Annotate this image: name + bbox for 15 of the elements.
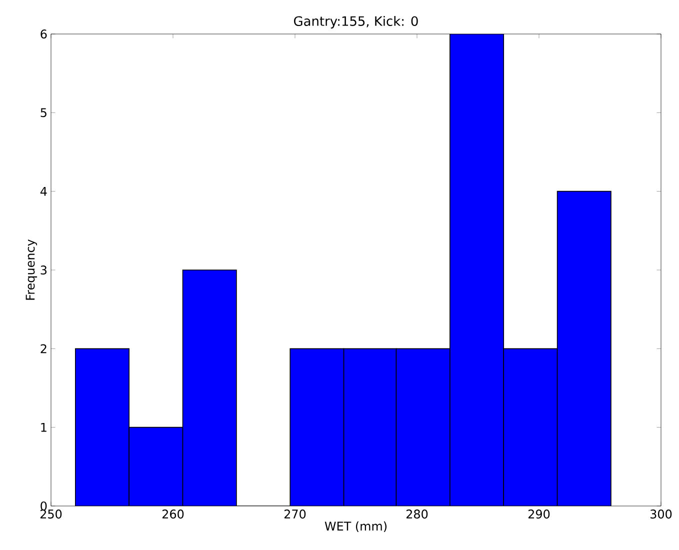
y-tick-label: 1 xyxy=(41,422,46,432)
x-axis-title: WET (mm) xyxy=(324,521,387,532)
x-tick-label: 290 xyxy=(528,510,550,519)
x-tick-label: 280 xyxy=(406,510,428,519)
y-tick-label: 3 xyxy=(40,265,47,275)
y-tick-label: 2 xyxy=(40,344,46,354)
x-tick-label: 260 xyxy=(162,510,184,519)
y-tick-label: 4 xyxy=(40,186,47,196)
y-axis-title: Frequency xyxy=(26,239,38,300)
y-tick-label: 5 xyxy=(40,108,46,118)
chart-title: Gantry:155, Kick: 0 xyxy=(294,16,418,28)
x-tick-label: 250 xyxy=(40,510,62,519)
y-tick-label: 6 xyxy=(40,29,47,39)
x-tick-label: 270 xyxy=(284,510,306,519)
x-tick-label: 300 xyxy=(650,510,672,519)
